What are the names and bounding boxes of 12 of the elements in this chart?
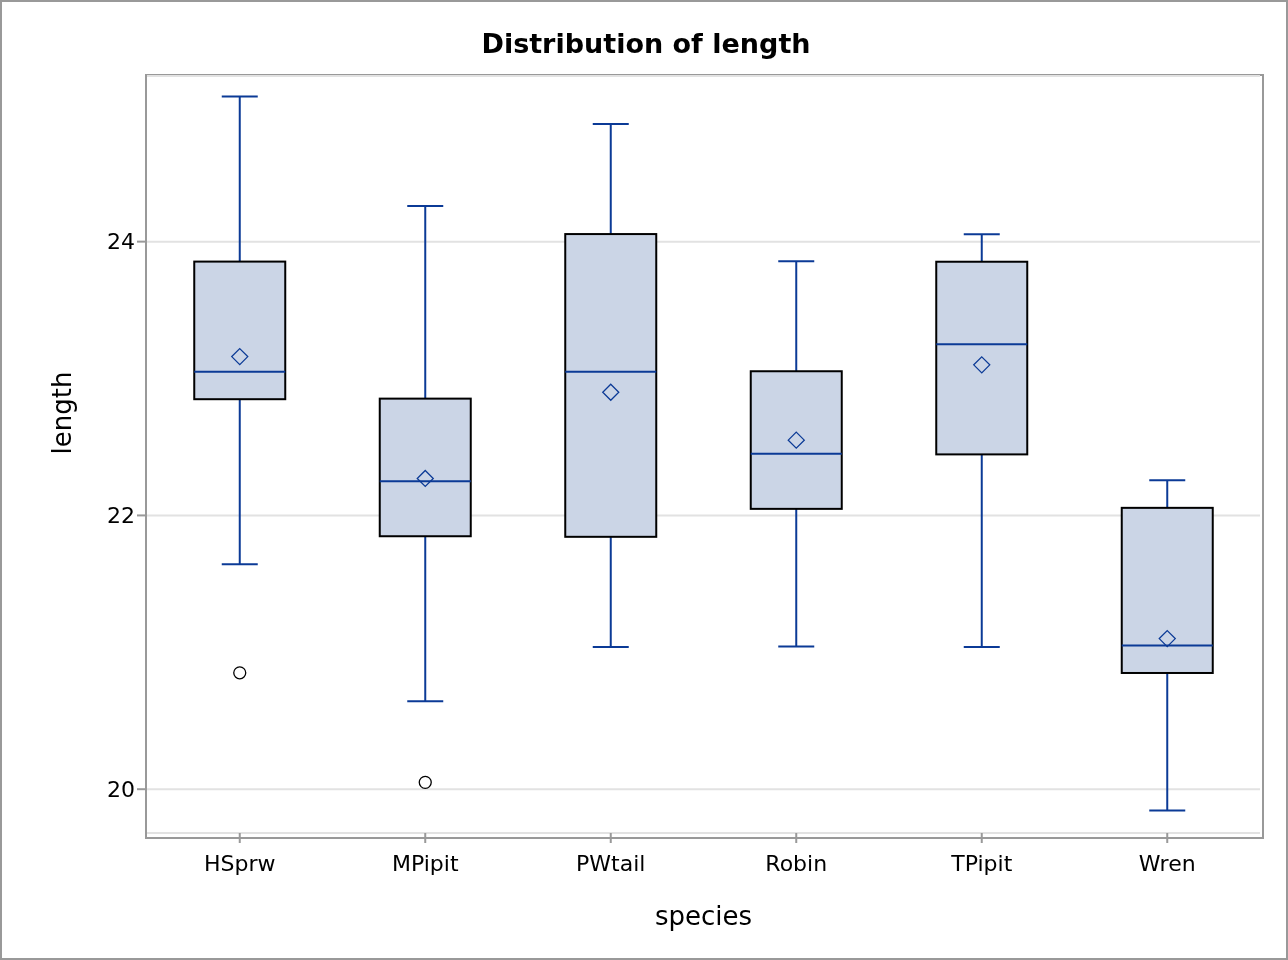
x-tick-label: PWtail (576, 850, 646, 876)
x-tick-label: HSprw (203, 850, 276, 876)
chart-title: Distribution of length (480, 28, 812, 59)
x-axis-title: species (654, 901, 753, 931)
y-tick-label: 20 (107, 777, 135, 803)
x-tick-label: MPipit (391, 850, 459, 876)
x-tick-label: Robin (765, 850, 828, 876)
x-tick-label: TPipit (950, 850, 1013, 876)
y-tick-label: 24 (107, 229, 135, 255)
y-axis-title: length (47, 371, 78, 455)
x-tick-label: Wren (1138, 850, 1196, 876)
y-tick-label: 22 (107, 503, 135, 529)
